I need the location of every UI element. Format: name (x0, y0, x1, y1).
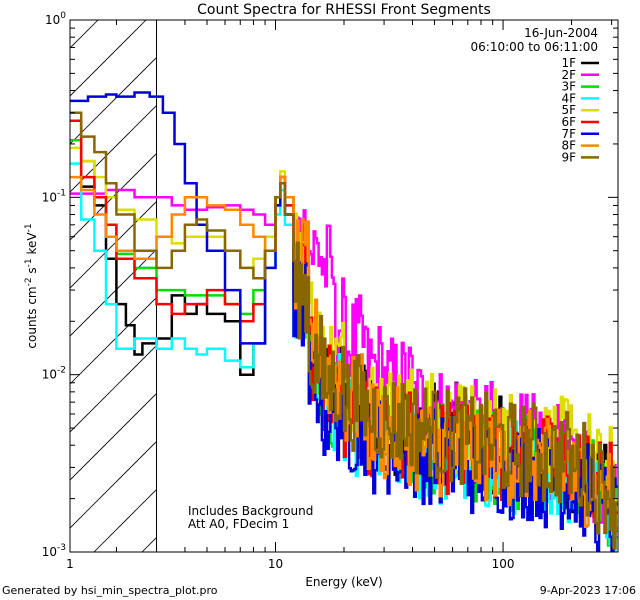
series-line-9f (70, 111, 618, 550)
chart-title: Count Spectra for RHESSI Front Segments (197, 2, 491, 18)
annotation-attenuator: Att A0, FDecim 1 (188, 517, 289, 531)
y-axis-label: counts cm-2 s-1 keV-1 (24, 223, 39, 348)
legend-label-5f: 5F (561, 103, 576, 117)
footer-timestamp: 9-Apr-2023 17:06 (540, 584, 636, 597)
excluded-region-hatch (70, 0, 640, 552)
time-range-label: 06:10:00 to 06:11:00 (471, 40, 598, 54)
x-tick-label: 100 (492, 557, 515, 571)
annotation-background: Includes Background (188, 504, 313, 518)
footer-generated-by: Generated by hsi_min_spectra_plot.pro (2, 584, 218, 597)
hatch-line (70, 392, 157, 481)
legend-label-2f: 2F (561, 68, 576, 82)
x-tick-label: 1 (66, 557, 74, 571)
y-tick-label: 10-3 (42, 543, 66, 559)
x-tick-label: 10 (268, 557, 283, 571)
y-tick-label: 100 (45, 11, 66, 27)
hatch-line (70, 152, 157, 241)
series-lines (70, 91, 618, 552)
axis-ticks: 1 10 100 100 10-1 10-2 10-3 (42, 11, 618, 571)
series-line-2f (70, 175, 618, 539)
date-label: 16-Jun-2004 (524, 26, 598, 40)
legend-label-6f: 6F (561, 115, 576, 129)
y-tick-label: 10-2 (42, 366, 66, 382)
y-tick-label: 10-1 (42, 188, 66, 204)
legend-label-4f: 4F (561, 91, 576, 105)
hatch-line (70, 200, 157, 289)
x-axis-label: Energy (keV) (305, 575, 382, 589)
legend-label-7f: 7F (561, 127, 576, 141)
legend-label-3f: 3F (561, 80, 576, 94)
legend-label-9f: 9F (561, 150, 576, 164)
legend-label-8f: 8F (561, 139, 576, 153)
legend-label-1f: 1F (561, 56, 576, 70)
hatch-line (622, 0, 640, 552)
